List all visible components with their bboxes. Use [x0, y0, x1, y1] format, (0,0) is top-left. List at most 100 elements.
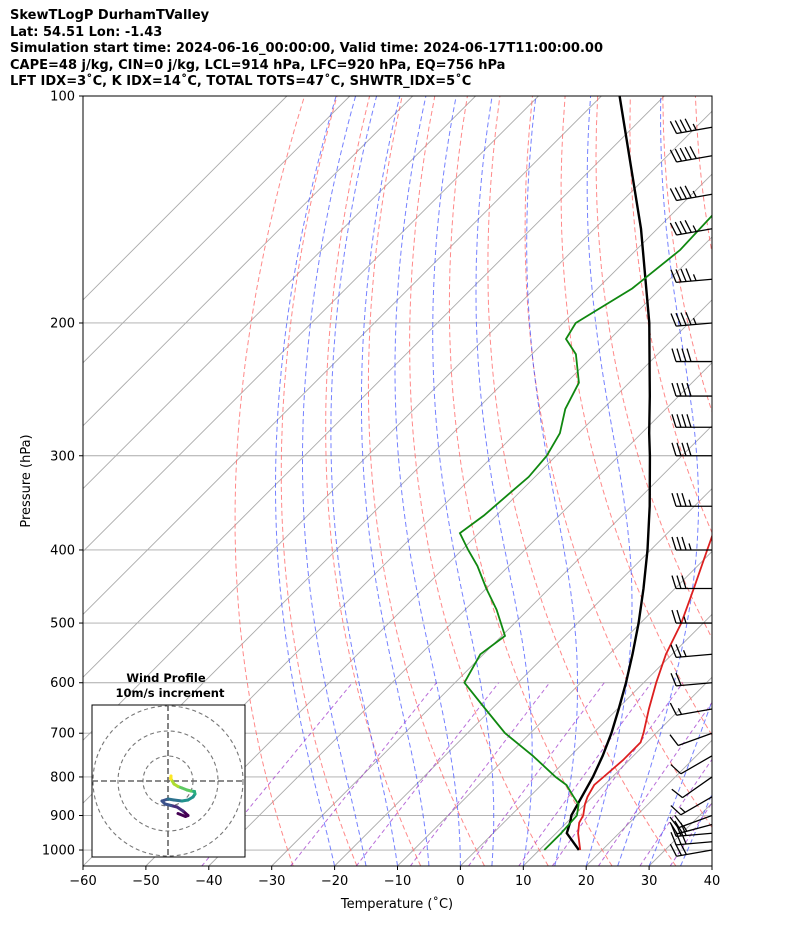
wind-barb-flag [679, 147, 687, 161]
wind-barb-half-flag [683, 616, 687, 624]
wind-barb-flag [669, 816, 679, 829]
hodograph-subtitle: 10m/s increment [116, 686, 225, 700]
time-label: Simulation start time: 2024-06-16_00:00:… [10, 41, 603, 57]
wind-barb-flag [676, 575, 682, 589]
y-tick-label: 400 [50, 543, 75, 558]
chart-header: SkewTLogP DurhamTValley Lat: 54.51 Lon: … [10, 8, 603, 91]
dry-adiabat-line [524, 96, 712, 829]
wind-barb-flag [674, 120, 683, 133]
isotherm-line [83, 96, 539, 553]
y-tick-label: 800 [50, 770, 75, 785]
y-tick-label: 100 [50, 90, 75, 105]
mixing-ratio-line [597, 701, 712, 866]
wind-barb-flag [680, 831, 687, 845]
wind-barb-flag [689, 146, 697, 159]
isotherm-line [83, 96, 665, 678]
cape-label: CAPE=48 j/kg, CIN=0 j/kg, LCL=914 hPa, L… [10, 57, 506, 73]
wind-barb-flag [676, 382, 682, 397]
wind-barb-flag [671, 493, 677, 507]
moist-adiabat-line [617, 96, 699, 866]
wind-barb-half-flag [677, 707, 683, 715]
wind-barb-flag [671, 414, 677, 428]
moist-adiabat-line [526, 96, 578, 866]
isotherm-line [83, 110, 712, 741]
wind-barb-flag [674, 814, 684, 827]
dry-adiabat-line [761, 96, 794, 866]
wind-barb [669, 118, 713, 135]
wind-barb-flag [680, 268, 687, 282]
x-tick-label: 10 [515, 874, 532, 889]
wind-barb-flag [670, 644, 677, 658]
x-tick-label: 30 [641, 874, 658, 889]
x-tick-label: −60 [69, 874, 96, 889]
wind-barb-flag [674, 221, 683, 235]
wind-barb-staff [677, 814, 713, 829]
wind-barb-flag [674, 820, 683, 833]
dry-adiabat-line [560, 96, 712, 737]
wind-barb-flag [669, 222, 678, 236]
dry-adiabat-line [728, 96, 794, 866]
dry-adiabat-line [487, 96, 677, 866]
mixing-ratio-line [518, 682, 652, 866]
y-tick-label: 200 [50, 316, 75, 331]
wind-barb [669, 185, 713, 202]
dry-adiabat-line [694, 96, 712, 256]
wind-barb-flag [675, 269, 682, 283]
moist-adiabat-line [711, 864, 712, 866]
wind-barb-flag [675, 644, 682, 658]
wind-barb-flag [676, 609, 682, 624]
wind-barb-staff [676, 832, 713, 838]
wind-barb [671, 348, 712, 363]
wind-barbs-layer [669, 118, 713, 857]
isotherm-line [585, 739, 712, 866]
dry-adiabat-line [448, 96, 613, 866]
dry-adiabat-line [409, 96, 549, 866]
wind-barb-staff [680, 796, 713, 816]
mixing-ratio-line [551, 682, 684, 866]
wind-barb [669, 732, 713, 747]
wind-barb-flag [674, 148, 683, 162]
wind-barb-flag [676, 414, 682, 428]
isotherm-line [522, 676, 712, 866]
moist-adiabat-line [394, 96, 461, 866]
isotherm-line [711, 865, 712, 866]
isotherm-line [83, 96, 351, 364]
wind-barb [671, 575, 712, 590]
wind-barb-flag [679, 186, 687, 200]
wind-barb-staff [676, 278, 713, 284]
wind-barb-flag [670, 313, 677, 327]
dry-adiabat-line [234, 96, 305, 866]
wind-barb-flag [676, 442, 682, 456]
mixing-ratio-line [290, 682, 437, 866]
wind-barb-staff [676, 322, 713, 327]
wind-barb-flag [686, 382, 692, 397]
wind-barb [671, 776, 713, 799]
wind-barb-flag [676, 493, 682, 507]
wind-barb-staff [676, 849, 713, 857]
chart-title: SkewTLogP DurhamTValley [10, 8, 210, 23]
wind-barb-flag [669, 149, 678, 163]
wind-barb-half-flag [679, 807, 686, 813]
moist-adiabat-line [680, 793, 712, 866]
dewpoint-profile-line [458, 214, 712, 851]
wind-barb-staff [676, 193, 713, 202]
hodograph-title: Wind Profile [126, 671, 206, 685]
wind-barb [670, 644, 713, 659]
x-tick-label: −10 [384, 874, 411, 889]
wind-barb-flag [681, 442, 687, 456]
isotherm-line [83, 96, 288, 301]
wind-barb-flag [669, 188, 678, 201]
wind-barb-flag [670, 673, 677, 687]
x-axis-label: Temperature (˚C) [340, 896, 453, 912]
y-tick-label: 900 [50, 809, 75, 824]
y-tick-label: 500 [50, 617, 75, 632]
parcel-profile-line [565, 96, 652, 851]
mixing-ratio-line [355, 682, 499, 866]
wind-barb-half-flag [692, 274, 697, 281]
wind-barb-flag [676, 536, 682, 551]
wind-barb [670, 268, 713, 284]
dry-adiabat-line [662, 96, 712, 414]
x-tick-label: −50 [132, 874, 159, 889]
isotherm-line [334, 487, 712, 866]
